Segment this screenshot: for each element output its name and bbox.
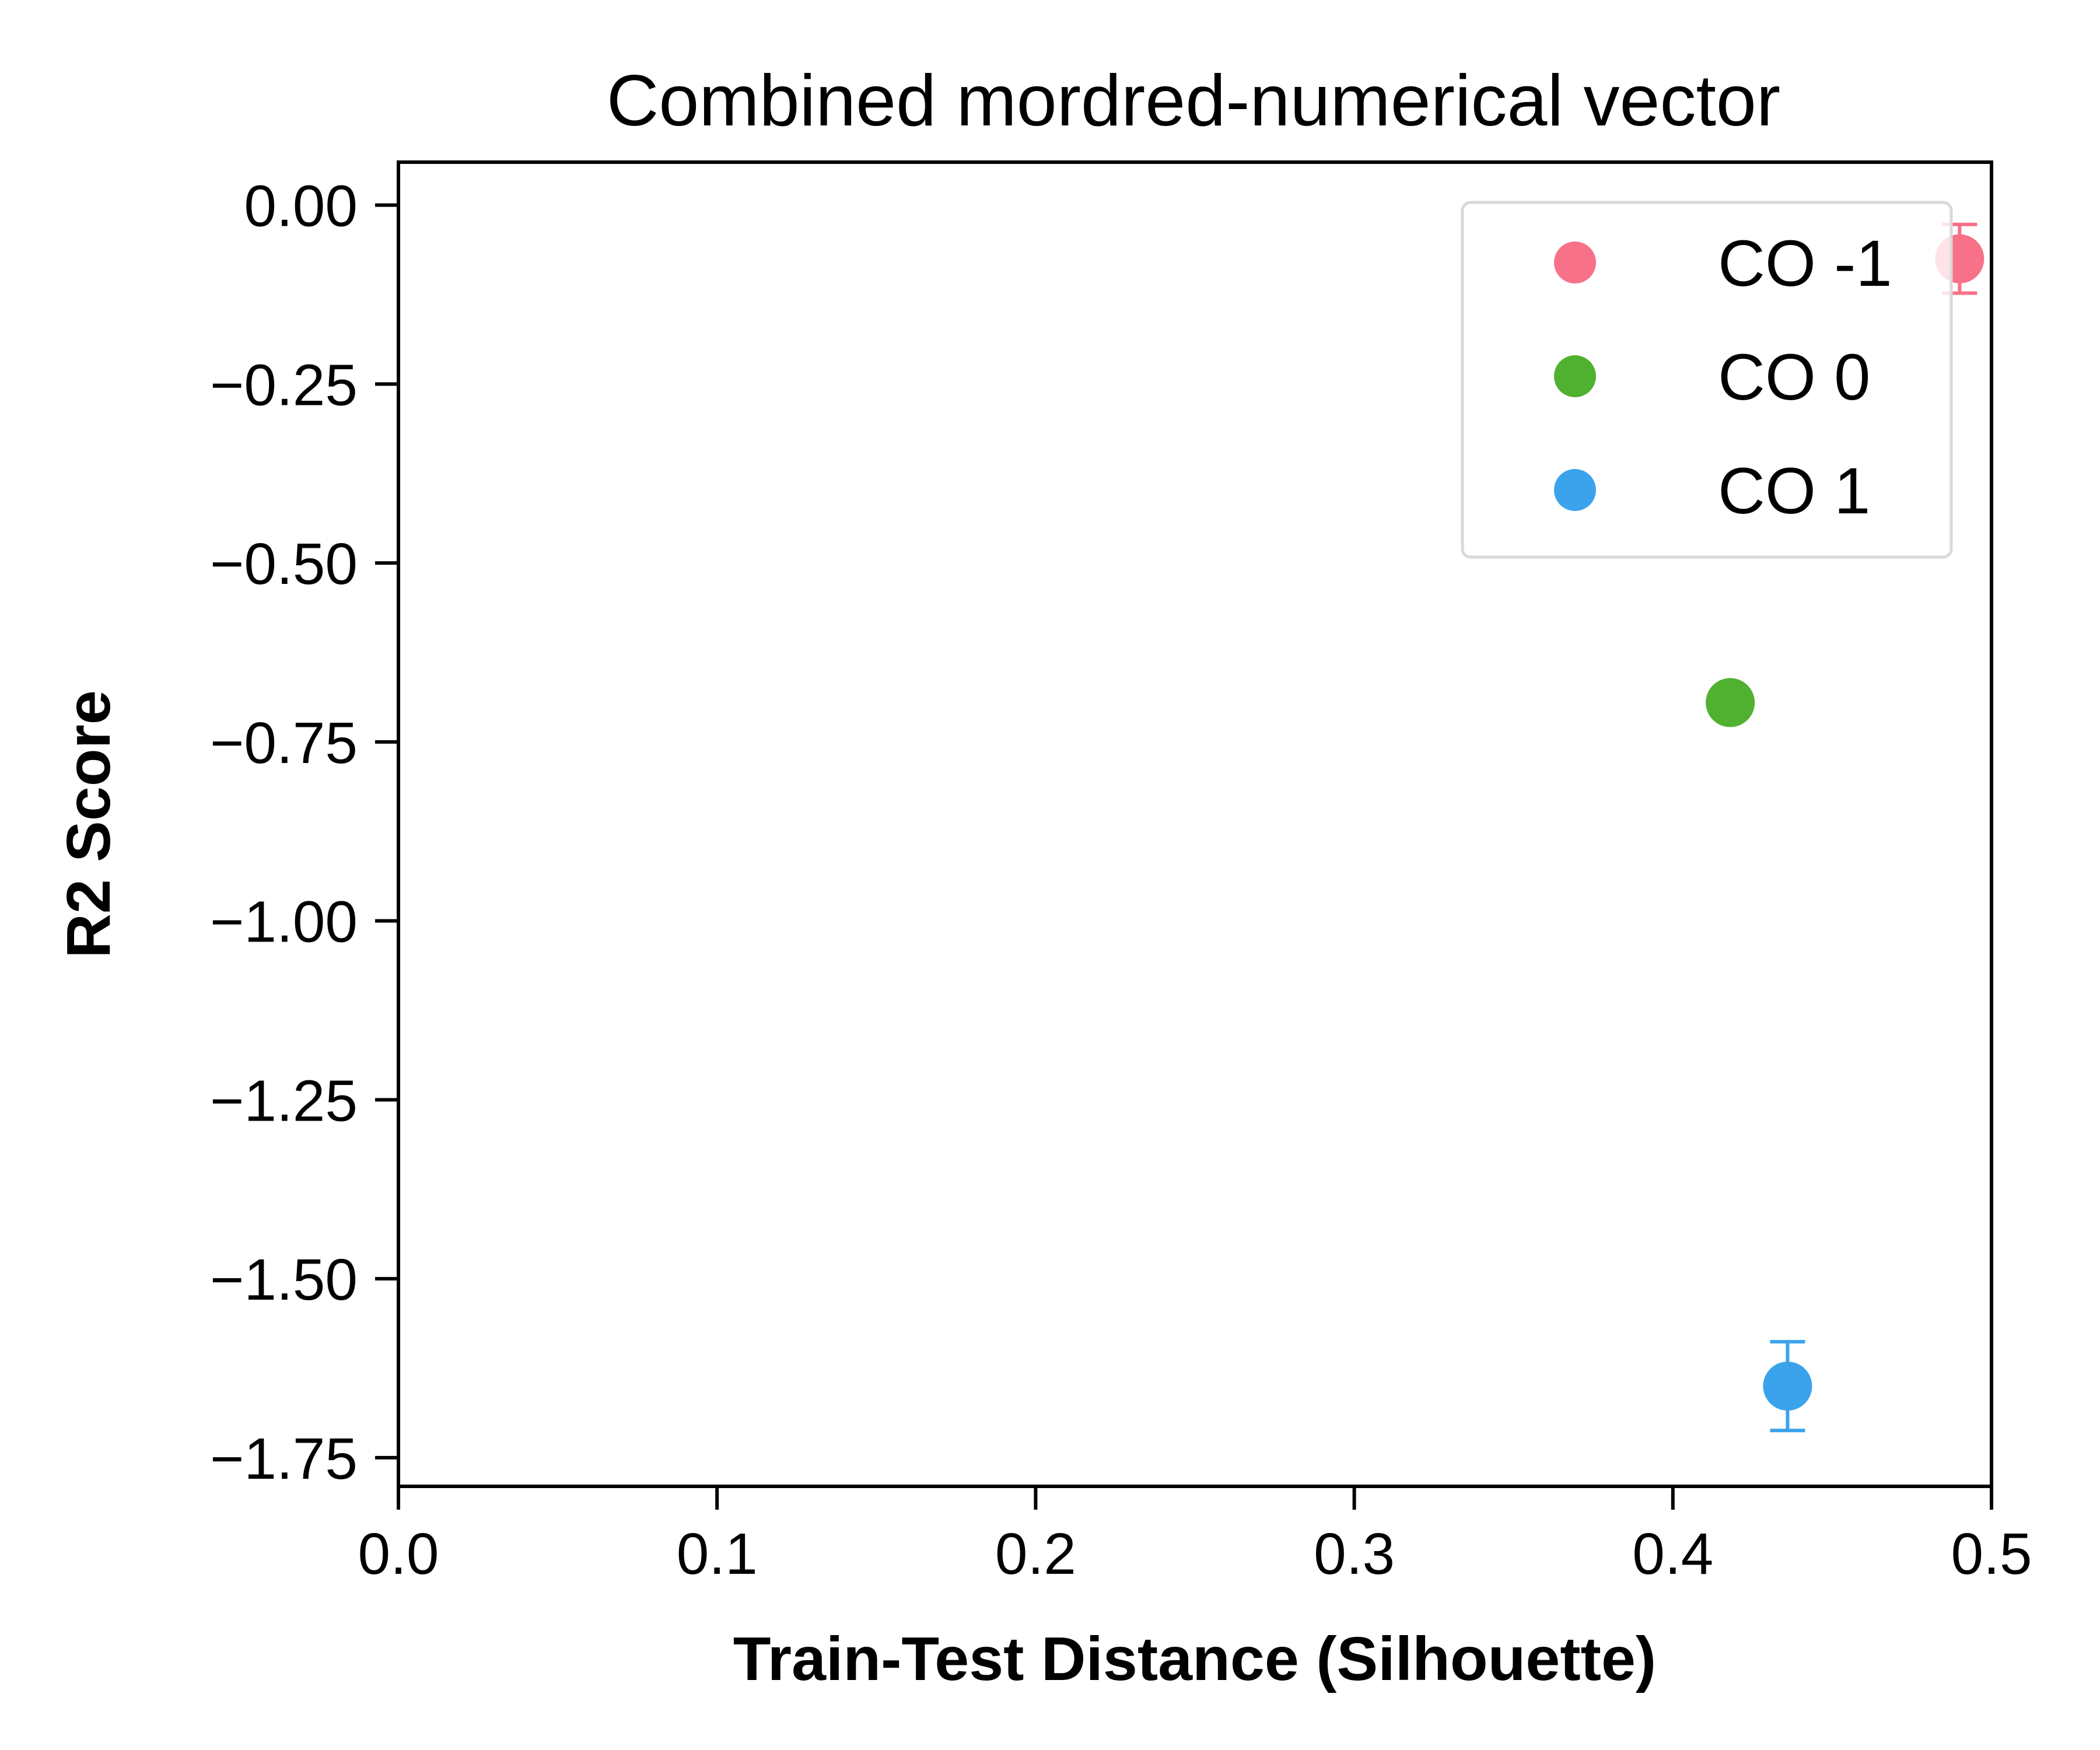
legend-label: CO 1: [1718, 454, 1870, 527]
chart-title: Combined mordred-numerical vector: [607, 61, 1780, 141]
x-tick-label: 0.5: [1951, 1521, 2032, 1587]
y-tick-label: −1.00: [210, 890, 358, 955]
y-axis-label: R2 Score: [54, 690, 123, 958]
x-tick-label: 0.0: [358, 1521, 439, 1587]
legend-marker: [1554, 469, 1596, 511]
series-co-0: [1706, 678, 1755, 727]
x-tick-label: 0.3: [1314, 1521, 1395, 1587]
legend-label: CO 0: [1718, 341, 1870, 414]
y-tick-label: −0.75: [210, 710, 358, 776]
y-axis: 0.00 −0.25 −0.50 −0.75 −1.00 −1.25 −1.50 −1.75: [210, 174, 398, 1492]
legend-marker: [1554, 355, 1596, 397]
data-marks: [1706, 222, 1985, 1433]
data-point: [1706, 678, 1755, 727]
x-tick-label: 0.1: [677, 1521, 758, 1587]
data-point: [1763, 1362, 1812, 1411]
x-axis-label: Train-Test Distance (Silhouette): [733, 1625, 1656, 1693]
legend-frame: [1461, 201, 1953, 559]
y-tick-label: −0.25: [210, 352, 358, 418]
plot-frame: [397, 160, 1993, 1488]
y-tick-label: −0.50: [210, 531, 358, 597]
y-tick-label: −1.50: [210, 1247, 358, 1312]
legend-marker: [1554, 242, 1596, 284]
y-tick-label: −1.75: [210, 1426, 358, 1492]
series-co-1: [1763, 1340, 1812, 1433]
x-axis: 0.0 0.1 0.2 0.3 0.4 0.5: [358, 1486, 2032, 1587]
x-tick-label: 0.4: [1632, 1521, 1713, 1587]
legend: CO -1 CO 0 CO 1: [1461, 201, 1953, 559]
legend-label: CO -1: [1718, 227, 1892, 300]
y-tick-label: 0.00: [244, 174, 358, 239]
x-tick-label: 0.2: [995, 1521, 1076, 1587]
y-tick-label: −1.25: [210, 1068, 358, 1133]
